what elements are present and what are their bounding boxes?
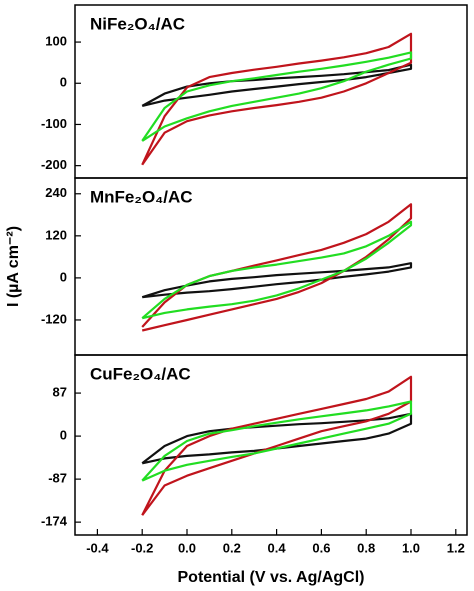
x-tick-label: 1.0 xyxy=(402,540,420,555)
panel-title: MnFe₂O₄/AC xyxy=(90,187,193,206)
y-tick-label: 87 xyxy=(53,385,67,400)
y-tick-label: -87 xyxy=(48,471,67,486)
y-tick-label: -174 xyxy=(41,514,68,529)
cv-curve xyxy=(141,400,413,482)
cv-curve xyxy=(141,51,413,142)
y-axis-label: I (µA cm⁻²) xyxy=(5,226,22,307)
cv-curve xyxy=(141,412,413,465)
y-tick-label: 100 xyxy=(45,34,67,49)
x-tick-label: 1.2 xyxy=(447,540,465,555)
y-tick-label: 0 xyxy=(60,269,67,284)
y-tick-label: -200 xyxy=(41,157,67,172)
y-tick-label: -120 xyxy=(41,311,67,326)
x-tick-label: -0.4 xyxy=(86,540,109,555)
y-tick-label: 240 xyxy=(45,185,67,200)
x-tick-label: 0.4 xyxy=(268,540,287,555)
x-tick-label: 0.2 xyxy=(223,540,241,555)
y-tick-label: 120 xyxy=(45,227,67,242)
plot-frame xyxy=(74,354,468,536)
y-tick-label: -100 xyxy=(41,116,67,131)
cv-curve xyxy=(141,203,413,332)
y-tick-label: 0 xyxy=(60,75,67,90)
y-tick-label: 0 xyxy=(60,428,67,443)
cv-curve xyxy=(141,220,413,320)
panel-title: CuFe₂O₄/AC xyxy=(90,364,191,383)
x-tick-label: 0.6 xyxy=(312,540,330,555)
x-tick-label: 0.0 xyxy=(178,540,196,555)
cv-curve xyxy=(141,262,413,299)
cv-curve xyxy=(141,32,413,166)
x-tick-label: 0.8 xyxy=(357,540,375,555)
x-axis-label: Potential (V vs. Ag/AgCl) xyxy=(178,569,365,586)
panel-title: NiFe₂O₄/AC xyxy=(90,14,185,33)
x-tick-label: -0.2 xyxy=(131,540,153,555)
cv-curve xyxy=(141,375,413,516)
